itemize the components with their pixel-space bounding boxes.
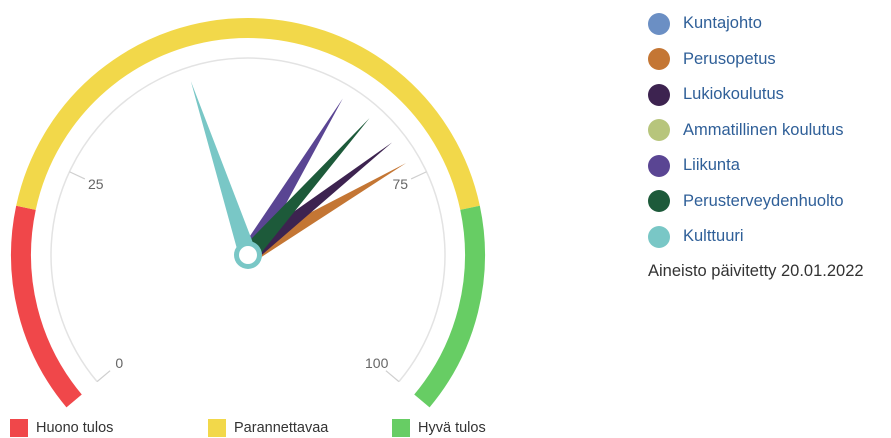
band-legend-item: Huono tulos <box>10 419 208 437</box>
legend-item[interactable]: Kulttuuri <box>648 219 888 255</box>
tick-label: 0 <box>115 355 123 371</box>
legend-label: Perusopetus <box>683 49 776 68</box>
legend-marker <box>648 225 670 248</box>
tick-mark-0 <box>96 370 111 383</box>
band-arc-1 <box>16 17 480 210</box>
tick-label: 75 <box>392 176 408 192</box>
needle-5 <box>241 118 370 261</box>
needle-1 <box>243 162 407 263</box>
band-legend: Huono tulos Parannettavaa Hyvä tulos <box>10 419 532 437</box>
band-legend-item: Parannettavaa <box>208 419 392 437</box>
band-arc-2 <box>414 205 485 408</box>
legend-item[interactable]: Liikunta <box>648 148 888 184</box>
band-arc-0 <box>11 205 82 408</box>
band-legend-label: Huono tulos <box>36 420 114 436</box>
legend-marker <box>648 48 670 71</box>
band-legend-marker <box>208 419 226 437</box>
needle-pivot-center <box>239 246 257 264</box>
tick-label: 25 <box>88 176 104 192</box>
tick-mark-100 <box>385 370 400 383</box>
legend-label: Ammatillinen koulutus <box>683 120 844 139</box>
band-legend-item: Hyvä tulos <box>392 419 532 437</box>
band-legend-label: Hyvä tulos <box>418 420 486 436</box>
tick-mark-75 <box>410 171 427 180</box>
gauge-chart: 0 25 75 100 <box>11 17 485 408</box>
legend-item[interactable]: Lukiokoulutus <box>648 77 888 113</box>
legend-item[interactable]: Ammatillinen koulutus <box>648 113 888 149</box>
needle-6 <box>190 81 257 258</box>
legend-item[interactable]: Perusopetus <box>648 42 888 78</box>
legend-marker <box>648 12 670 35</box>
legend-item[interactable]: Kuntajohto <box>648 6 888 42</box>
tick-label: 100 <box>365 355 389 371</box>
band-legend-marker <box>10 419 28 437</box>
legend-label: Perusterveydenhuolto <box>683 191 844 210</box>
legend-label: Kuntajohto <box>683 14 762 33</box>
tick-mark-25 <box>69 171 86 180</box>
legend-label: Lukiokoulutus <box>683 85 784 104</box>
legend-marker <box>648 154 670 177</box>
series-legend: Kuntajohto Perusopetus Lukiokoulutus Ammati… <box>648 6 888 255</box>
legend-item[interactable]: Perusterveydenhuolto <box>648 184 888 220</box>
legend-marker <box>648 190 670 213</box>
legend-label: Kulttuuri <box>683 227 744 246</box>
band-legend-label: Parannettavaa <box>234 420 329 436</box>
needle-2 <box>242 142 393 263</box>
scale-arc <box>50 57 446 383</box>
legend-label: Liikunta <box>683 156 740 175</box>
legend-marker <box>648 119 670 142</box>
band-legend-marker <box>392 419 410 437</box>
data-updated-text: Aineisto päivitetty 20.01.2022 <box>648 262 864 280</box>
needle-4 <box>240 98 343 260</box>
legend-marker <box>648 83 670 106</box>
